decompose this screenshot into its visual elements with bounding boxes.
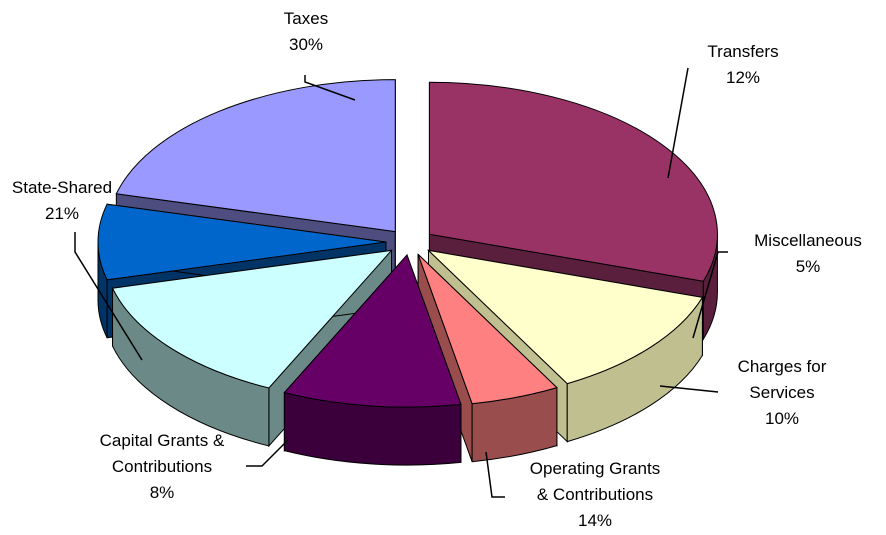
pie-slice-state-shared xyxy=(115,79,396,233)
slice-name-operating-line2: & Contributions xyxy=(537,485,653,504)
slice-name-capital-line2: Contributions xyxy=(112,457,212,476)
slice-label-capital: Capital Grants & Contributions 8% xyxy=(100,431,225,502)
slice-name-state-shared: State-Shared xyxy=(12,178,112,197)
pie-slice-capital xyxy=(97,203,387,281)
slice-name-capital-line1: Capital Grants & xyxy=(100,431,225,450)
leader-line-taxes xyxy=(304,75,356,101)
slice-percent-miscellaneous: 5% xyxy=(796,257,821,276)
leader-line-miscellaneous xyxy=(692,251,728,339)
leader-line-capital xyxy=(246,439,289,467)
pie-slice-operating xyxy=(111,249,393,389)
pie-slice-charges xyxy=(283,254,462,408)
slice-name-charges-line2: Services xyxy=(749,383,814,402)
leader-line-transfers xyxy=(667,67,689,179)
slice-name-charges-line1: Charges for xyxy=(738,357,827,376)
pie-slice-miscellaneous xyxy=(417,254,558,405)
slice-label-operating: Operating Grants & Contributions 14% xyxy=(530,459,660,530)
slice-name-operating-line1: Operating Grants xyxy=(530,459,660,478)
leader-line-operating xyxy=(485,451,505,498)
slice-percent-capital: 8% xyxy=(150,483,175,502)
pie-slice-taxes xyxy=(428,81,718,282)
leader-line-state-shared xyxy=(74,232,143,361)
leader-lines xyxy=(74,67,728,498)
leader-line-charges xyxy=(659,385,719,393)
slice-name-miscellaneous: Miscellaneous xyxy=(754,231,862,250)
pie-slice-transfers xyxy=(426,249,704,385)
slice-label-state-shared: State-Shared 21% xyxy=(12,178,112,223)
slice-label-charges: Charges for Services 10% xyxy=(738,357,827,428)
slice-percent-taxes: 30% xyxy=(289,35,323,54)
slice-label-taxes: Taxes 30% xyxy=(284,9,328,54)
slice-percent-operating: 14% xyxy=(578,511,612,530)
slice-percent-transfers: 12% xyxy=(726,68,760,87)
slice-percent-state-shared: 21% xyxy=(45,204,79,223)
slice-percent-charges: 10% xyxy=(765,409,799,428)
slice-name-taxes: Taxes xyxy=(284,9,328,28)
slice-label-transfers: Transfers 12% xyxy=(707,42,778,87)
pie-slice-tops xyxy=(97,79,718,408)
slice-name-transfers: Transfers xyxy=(707,42,778,61)
slice-label-miscellaneous: Miscellaneous 5% xyxy=(754,231,862,276)
